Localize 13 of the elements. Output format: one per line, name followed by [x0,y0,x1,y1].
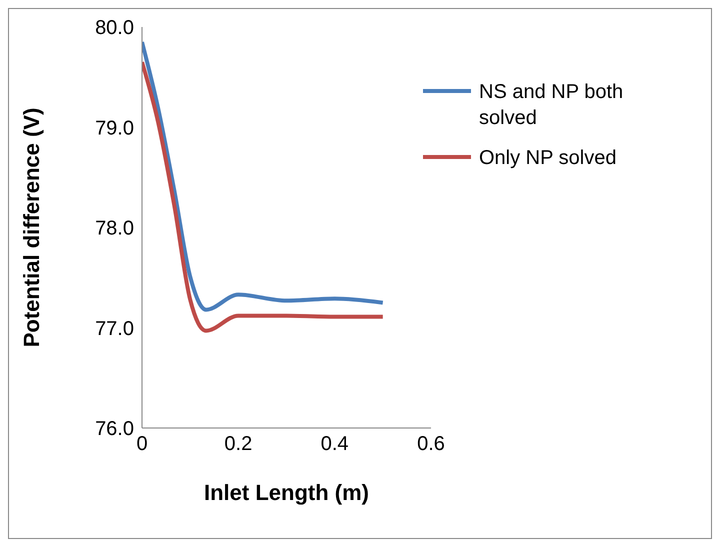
x-tick-label: 0.2 [224,433,252,456]
y-tick-label: 76.0 [95,418,134,440]
x-axis-title: Inlet Length (m) [204,480,369,505]
y-axis-title: Potential difference (V) [18,108,44,348]
y-tick-label: 77.0 [95,318,134,340]
y-tick-label: 78.0 [95,218,134,240]
x-tick-label: 0.6 [417,433,445,456]
x-tick-label: 0.4 [320,433,349,456]
y-tick-label: 79.0 [95,117,134,140]
y-tick-label: 80.0 [95,17,134,40]
legend-label: NS and NP both solved [479,80,624,131]
legend-label: Only NP solved [479,146,616,171]
x-tick-label: 0 [136,433,148,456]
